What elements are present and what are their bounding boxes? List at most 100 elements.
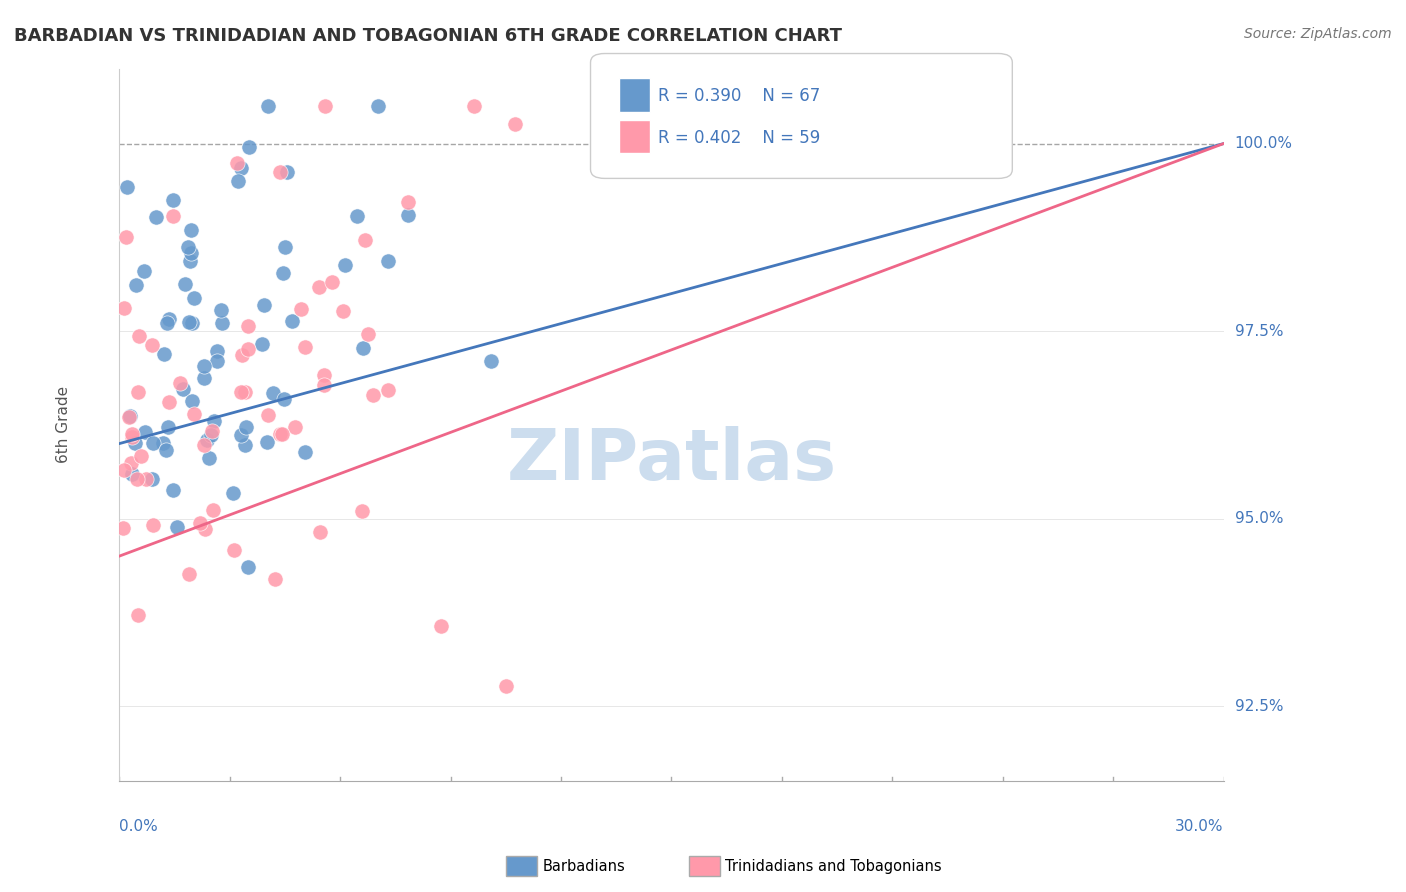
Point — [354, 233, 377, 247]
Point — [157, 395, 180, 409]
Point — [229, 385, 252, 400]
Point — [194, 522, 217, 536]
Point — [284, 420, 307, 434]
Point — [617, 99, 640, 113]
Point — [479, 354, 502, 368]
Point — [367, 99, 389, 113]
Point — [198, 450, 221, 465]
Point — [145, 210, 167, 224]
Text: R = 0.390    N = 67: R = 0.390 N = 67 — [658, 87, 820, 105]
Text: ZIPatlas: ZIPatlas — [506, 426, 837, 495]
Point — [115, 180, 138, 194]
Point — [231, 428, 253, 442]
Point — [314, 99, 336, 113]
Text: Source: ZipAtlas.com: Source: ZipAtlas.com — [1244, 27, 1392, 41]
Point — [236, 560, 259, 574]
Point — [264, 572, 287, 586]
Point — [231, 348, 253, 362]
Point — [314, 377, 336, 392]
Point — [463, 99, 485, 113]
Point — [124, 435, 146, 450]
Point — [312, 368, 335, 383]
Point — [152, 436, 174, 450]
Point — [257, 408, 280, 422]
Point — [346, 209, 368, 223]
Point — [162, 209, 184, 223]
Point — [274, 240, 297, 254]
Point — [121, 426, 143, 441]
Point — [308, 280, 330, 294]
Point — [193, 438, 215, 452]
Point — [377, 253, 399, 268]
Point — [162, 483, 184, 497]
Point — [205, 354, 228, 368]
Point — [235, 420, 257, 434]
Point — [229, 161, 252, 175]
Point — [205, 344, 228, 359]
Point — [294, 340, 316, 354]
Point — [332, 303, 354, 318]
Text: 95.0%: 95.0% — [1234, 511, 1284, 526]
Text: 100.0%: 100.0% — [1234, 136, 1292, 151]
Point — [127, 608, 149, 623]
Point — [121, 430, 143, 444]
Point — [134, 425, 156, 439]
Point — [118, 410, 141, 425]
Point — [352, 504, 374, 518]
Point — [177, 315, 200, 329]
Point — [141, 472, 163, 486]
Point — [233, 385, 256, 400]
Point — [157, 419, 180, 434]
Point — [181, 316, 204, 330]
Text: R = 0.402    N = 59: R = 0.402 N = 59 — [658, 129, 820, 147]
Point — [233, 438, 256, 452]
Point — [142, 518, 165, 533]
Point — [654, 99, 676, 113]
Point — [127, 385, 149, 400]
Point — [236, 342, 259, 356]
Point — [141, 337, 163, 351]
Point — [262, 386, 284, 401]
Point — [128, 329, 150, 343]
Point — [250, 337, 273, 351]
Point — [112, 301, 135, 315]
Point — [202, 413, 225, 427]
Point — [179, 254, 201, 268]
Point — [503, 117, 526, 131]
Point — [120, 409, 142, 423]
Point — [269, 427, 291, 442]
Point — [172, 382, 194, 396]
Point — [180, 245, 202, 260]
Text: 0.0%: 0.0% — [120, 819, 157, 834]
Point — [430, 619, 453, 633]
Point — [153, 346, 176, 360]
Point — [166, 520, 188, 534]
Point — [257, 99, 280, 113]
Text: 6th Grade: 6th Grade — [56, 386, 72, 464]
Point — [201, 424, 224, 438]
Point — [269, 164, 291, 178]
Point — [183, 407, 205, 421]
Point — [111, 521, 134, 535]
Point — [135, 472, 157, 486]
Point — [290, 301, 312, 316]
Point — [155, 442, 177, 457]
Point — [121, 467, 143, 482]
Point — [209, 302, 232, 317]
Point — [361, 388, 384, 402]
Point — [190, 516, 212, 530]
Point — [125, 472, 148, 486]
Point — [224, 542, 246, 557]
Text: Trinidadians and Tobagonians: Trinidadians and Tobagonians — [725, 859, 942, 873]
Point — [309, 524, 332, 539]
Point — [142, 436, 165, 450]
Point — [112, 463, 135, 477]
Point — [270, 426, 292, 441]
Point — [132, 264, 155, 278]
Point — [333, 258, 356, 272]
Point — [281, 314, 304, 328]
Point — [115, 229, 138, 244]
Point — [120, 456, 142, 470]
Point — [924, 99, 946, 113]
Point — [256, 435, 278, 450]
